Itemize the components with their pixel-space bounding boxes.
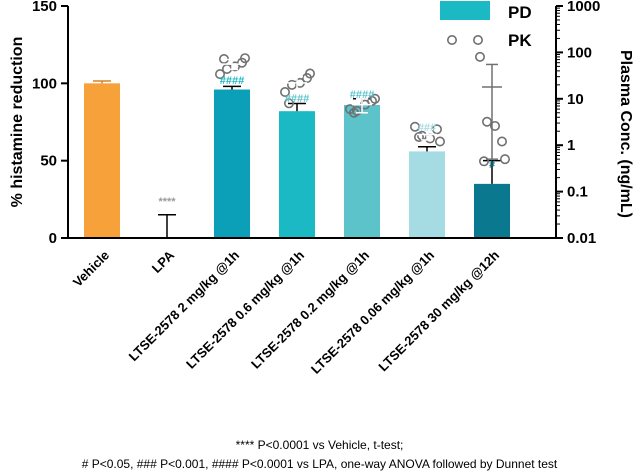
legend-marker-pk bbox=[446, 34, 457, 45]
bar bbox=[214, 89, 250, 239]
significance-mark: #### bbox=[285, 93, 309, 105]
right-tick-label: 0.01 bbox=[567, 230, 596, 247]
significance-mark: #### bbox=[220, 75, 244, 87]
pk-point bbox=[434, 136, 445, 147]
pk-point bbox=[304, 68, 315, 79]
legend-swatch-pd bbox=[440, 1, 490, 20]
pk-layer bbox=[215, 51, 510, 167]
pk-point bbox=[489, 120, 500, 131]
category-label: LTSE-2578 0.06 mg/kg @1h bbox=[308, 247, 437, 376]
significance-mark: **** bbox=[158, 196, 176, 208]
footnote-ttest: **** P<0.0001 vs Vehicle, t-test; bbox=[235, 438, 404, 452]
left-tick-label: 0 bbox=[49, 230, 57, 247]
legend-label-pk: PK bbox=[508, 31, 532, 50]
right-tick-label: 0.1 bbox=[567, 184, 588, 201]
bar bbox=[474, 183, 510, 238]
significance-mark: # bbox=[489, 159, 495, 171]
category-label: LTSE-2578 0.6 mg/kg @1h bbox=[183, 247, 307, 371]
pk-point bbox=[215, 69, 226, 80]
left-tick-label: 100 bbox=[32, 75, 57, 92]
pk-point bbox=[478, 156, 489, 167]
category-label: LTSE-2578 0.2 mg/kg @1h bbox=[248, 247, 372, 371]
y2-axis-title: Plasma Conc. (ng/mL) bbox=[617, 50, 634, 218]
category-label: LTSE-2578 2 mg/kg @1h bbox=[126, 247, 243, 364]
pk-point bbox=[369, 93, 380, 104]
pk-point bbox=[283, 98, 294, 109]
y-axis-title: % histamine reduction bbox=[9, 37, 26, 208]
right-tick-label: 100 bbox=[567, 44, 592, 61]
category-label: LTSE-2578 30 mg/kg @12h bbox=[375, 247, 502, 374]
bar bbox=[279, 111, 315, 238]
pk-point bbox=[496, 136, 507, 147]
left-tick-label: 150 bbox=[32, 0, 57, 15]
legend-label-pd: PD bbox=[508, 3, 532, 22]
pk-point bbox=[481, 116, 492, 127]
footnote-anova: # P<0.05, ### P<0.001, #### P<0.0001 vs … bbox=[81, 457, 558, 471]
legend: PD PK bbox=[440, 1, 532, 50]
axes-layer: 0 50 100 150 0.01 0.1 1 10 100 1000 bbox=[32, 0, 600, 247]
pk-point bbox=[409, 121, 420, 132]
right-tick-label: 1000 bbox=[567, 0, 600, 15]
pk-point bbox=[499, 154, 510, 165]
bar bbox=[344, 104, 380, 238]
pk-point bbox=[279, 87, 290, 98]
legend-marker-pk bbox=[472, 34, 483, 45]
category-label: Vehicle bbox=[70, 248, 112, 290]
pk-point bbox=[240, 53, 251, 64]
right-tick-label: 1 bbox=[567, 137, 575, 154]
right-tick-label: 10 bbox=[567, 91, 584, 108]
significance-mark: ### bbox=[418, 122, 436, 134]
significance-mark: #### bbox=[350, 89, 374, 101]
left-tick-label: 50 bbox=[40, 153, 57, 170]
pk-point bbox=[474, 51, 485, 62]
bar bbox=[409, 151, 445, 238]
pk-point bbox=[413, 132, 424, 143]
pk-point bbox=[286, 79, 297, 90]
category-label: LPA bbox=[149, 247, 178, 276]
bar bbox=[84, 83, 120, 238]
bars-layer bbox=[84, 80, 510, 239]
